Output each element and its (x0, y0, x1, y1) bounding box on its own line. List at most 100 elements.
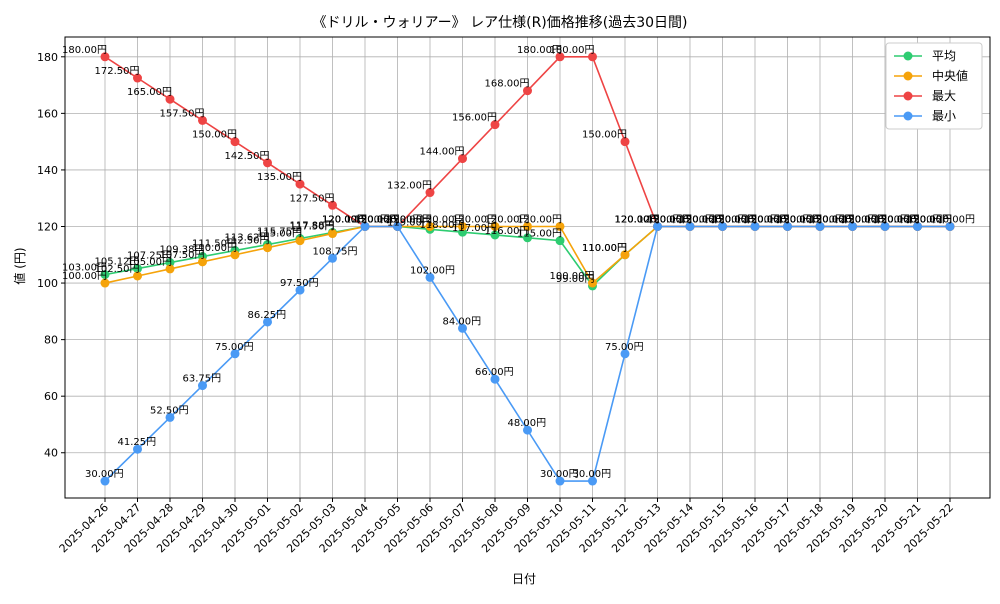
data-point (100, 52, 110, 62)
data-point (328, 229, 337, 239)
data-label: 120.00円 (907, 214, 952, 225)
data-point (295, 285, 305, 295)
data-label: 100.00円 (550, 271, 595, 282)
data-label: 120.00円 (485, 214, 530, 225)
data-labels: 103.00円105.12円107.25円109.38円111.50円113.6… (62, 45, 975, 480)
data-label: 120.00円 (768, 214, 813, 225)
data-point (295, 236, 305, 246)
data-point (230, 250, 240, 260)
data-label: 84.00円 (443, 316, 482, 327)
data-label: 120.00円 (745, 214, 790, 225)
data-label: 120.00円 (800, 214, 845, 225)
data-point (490, 374, 500, 384)
data-label: 110.00円 (192, 243, 237, 254)
data-label: 127.50円 (290, 193, 335, 204)
data-label: 102.50円 (95, 264, 140, 275)
data-point (620, 349, 630, 359)
data-point (523, 86, 532, 96)
data-label: 120.00円 (420, 214, 465, 225)
data-label: 120.00円 (712, 214, 757, 225)
x-axis-label: 日付 (512, 572, 536, 586)
data-label: 75.00円 (215, 342, 254, 353)
data-label: 120.00円 (735, 214, 780, 225)
data-point (360, 221, 370, 231)
y-tick-label: 40 (44, 447, 58, 460)
legend-swatch-marker (903, 51, 913, 61)
data-label: 100.00円 (62, 271, 107, 282)
data-label: 120.00円 (930, 214, 975, 225)
data-label: 112.50円 (225, 236, 270, 247)
data-label: 48.00円 (508, 418, 547, 429)
data-label: 120.00円 (355, 214, 400, 225)
data-label: 150.00円 (582, 130, 627, 141)
data-label: 120.00円 (615, 214, 660, 225)
data-point (458, 154, 467, 164)
data-label: 120.00円 (670, 214, 715, 225)
data-label: 120.00円 (745, 214, 790, 225)
data-point (425, 272, 435, 282)
data-label: 113.62円 (225, 233, 270, 244)
data-label: 165.00円 (127, 87, 172, 98)
data-label: 109.38円 (160, 245, 205, 256)
data-point (230, 137, 240, 147)
data-label: 120.00円 (703, 214, 748, 225)
data-label: 120.00円 (745, 214, 790, 225)
data-label: 120.00円 (647, 214, 692, 225)
data-point (165, 412, 175, 422)
legend-entry: 最小 (932, 109, 956, 123)
data-point (815, 221, 825, 231)
legend-box (885, 42, 983, 130)
data-point (555, 221, 565, 231)
data-point (685, 221, 695, 231)
data-label: 120.00円 (647, 214, 692, 225)
data-label: 63.75円 (183, 374, 222, 385)
data-point (165, 258, 175, 268)
data-label: 117.00円 (452, 223, 497, 234)
data-label: 120.00円 (680, 214, 725, 225)
data-label: 118.00円 (420, 220, 465, 231)
data-label: 99.00円 (556, 274, 595, 285)
data-label: 103.00円 (62, 263, 107, 274)
data-point (523, 233, 532, 243)
data-label: 120.00円 (452, 214, 497, 225)
data-label: 180.00円 (550, 45, 595, 56)
y-tick-label: 140 (37, 164, 58, 177)
data-point (848, 221, 857, 231)
data-label: 120.00円 (777, 214, 822, 225)
data-label: 115.00円 (257, 229, 302, 240)
data-point (133, 444, 142, 454)
data-label: 135.00円 (257, 172, 302, 183)
data-label: 120.00円 (777, 214, 822, 225)
data-label: 120.00円 (907, 214, 952, 225)
data-label: 97.50円 (280, 278, 319, 289)
data-point (100, 278, 110, 288)
data-label: 116.00円 (485, 226, 530, 237)
data-label: 156.00円 (452, 113, 497, 124)
y-axis-label: 値 (円) (12, 247, 27, 284)
y-tick-label: 160 (37, 107, 58, 120)
data-label: 120.00円 (615, 214, 660, 225)
data-label: 105.00円 (127, 257, 172, 268)
data-point (100, 270, 110, 280)
data-label: 120.00円 (680, 214, 725, 225)
data-label: 117.50円 (290, 222, 335, 233)
data-label: 66.00円 (475, 367, 514, 378)
data-label: 120.00円 (638, 214, 683, 225)
data-label: 102.00円 (410, 265, 455, 276)
data-label: 120.00円 (875, 214, 920, 225)
series (100, 52, 955, 486)
data-label: 120.00円 (615, 214, 660, 225)
data-label: 30.00円 (540, 469, 579, 480)
data-label: 117.88円 (290, 220, 335, 231)
data-point (945, 221, 955, 231)
data-point (263, 317, 272, 327)
data-label: 108.75円 (313, 246, 358, 257)
chart-title: 《ドリル・ウォリアー》 レア仕様(R)価格推移(過去30日間) (313, 15, 688, 31)
data-label: 120.00円 (810, 214, 855, 225)
data-point (230, 349, 240, 359)
data-point (620, 250, 630, 260)
legend-swatch-marker (903, 71, 913, 81)
data-label: 120.00円 (345, 214, 390, 225)
legend-entry: 最大 (932, 89, 956, 103)
data-label: 120.00円 (810, 214, 855, 225)
